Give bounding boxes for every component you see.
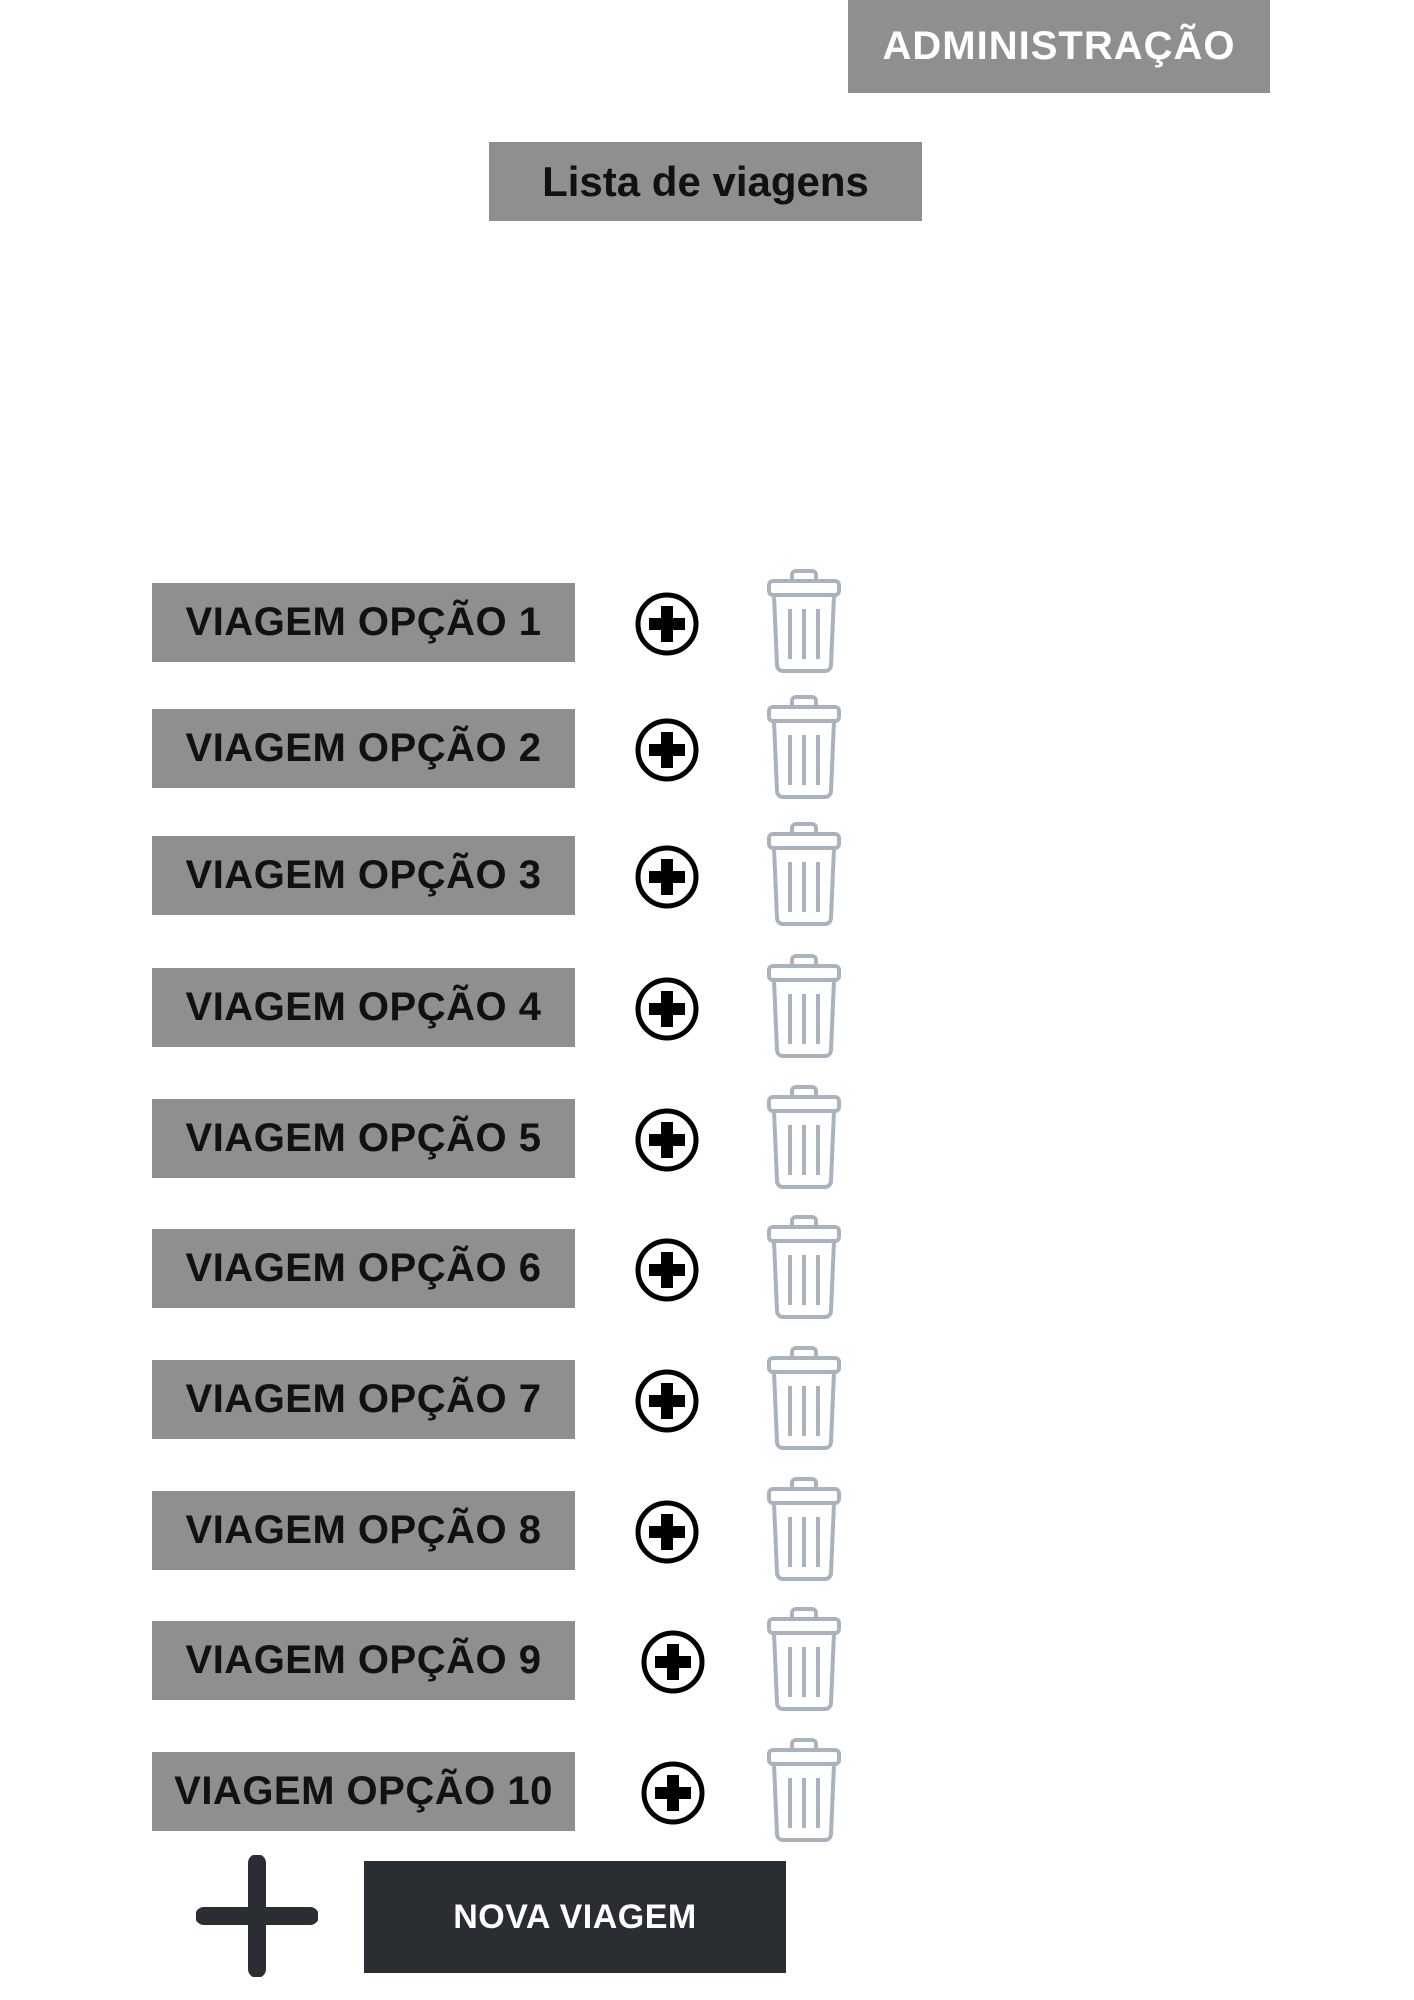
- trip-row: VIAGEM OPÇÃO 7: [152, 1346, 852, 1450]
- plus-circle-icon[interactable]: [634, 1499, 700, 1565]
- plus-circle-icon[interactable]: [634, 976, 700, 1042]
- trip-option-label[interactable]: VIAGEM OPÇÃO 9: [152, 1621, 575, 1700]
- trash-icon[interactable]: [766, 1085, 842, 1189]
- plus-circle-icon[interactable]: [634, 717, 700, 783]
- trip-row: VIAGEM OPÇÃO 10: [152, 1738, 852, 1842]
- plus-circle-icon[interactable]: [634, 591, 700, 657]
- trip-option-label[interactable]: VIAGEM OPÇÃO 7: [152, 1360, 575, 1439]
- trip-row: VIAGEM OPÇÃO 8: [152, 1477, 852, 1581]
- plus-circle-icon[interactable]: [640, 1760, 706, 1826]
- plus-circle-icon[interactable]: [634, 1237, 700, 1303]
- plus-circle-icon[interactable]: [634, 1107, 700, 1173]
- trash-icon[interactable]: [766, 1607, 842, 1711]
- trip-row: VIAGEM OPÇÃO 6: [152, 1215, 852, 1319]
- trip-row: VIAGEM OPÇÃO 3: [152, 822, 852, 926]
- admin-tab[interactable]: ADMINISTRAÇÃO: [848, 0, 1270, 93]
- trip-option-label[interactable]: VIAGEM OPÇÃO 5: [152, 1099, 575, 1178]
- plus-circle-icon[interactable]: [634, 1368, 700, 1434]
- trash-icon[interactable]: [766, 695, 842, 799]
- trash-icon[interactable]: [766, 1738, 842, 1842]
- trip-option-label[interactable]: VIAGEM OPÇÃO 3: [152, 836, 575, 915]
- trash-icon[interactable]: [766, 569, 842, 673]
- trip-row: VIAGEM OPÇÃO 9: [152, 1607, 852, 1711]
- trash-icon[interactable]: [766, 822, 842, 926]
- add-trip-icon[interactable]: [196, 1855, 318, 1977]
- trip-option-label[interactable]: VIAGEM OPÇÃO 2: [152, 709, 575, 788]
- plus-circle-icon[interactable]: [634, 844, 700, 910]
- trip-option-label[interactable]: VIAGEM OPÇÃO 10: [152, 1752, 575, 1831]
- trip-option-label[interactable]: VIAGEM OPÇÃO 8: [152, 1491, 575, 1570]
- page-title: Lista de viagens: [489, 142, 922, 221]
- trip-row: VIAGEM OPÇÃO 1: [152, 569, 852, 673]
- trash-icon[interactable]: [766, 1215, 842, 1319]
- trash-icon[interactable]: [766, 954, 842, 1058]
- trip-row: VIAGEM OPÇÃO 5: [152, 1085, 852, 1189]
- trash-icon[interactable]: [766, 1477, 842, 1581]
- trip-option-label[interactable]: VIAGEM OPÇÃO 6: [152, 1229, 575, 1308]
- trip-option-label[interactable]: VIAGEM OPÇÃO 1: [152, 583, 575, 662]
- trip-row: VIAGEM OPÇÃO 4: [152, 954, 852, 1058]
- trash-icon[interactable]: [766, 1346, 842, 1450]
- new-trip-button[interactable]: NOVA VIAGEM: [364, 1861, 786, 1973]
- trip-row: VIAGEM OPÇÃO 2: [152, 695, 852, 799]
- plus-circle-icon[interactable]: [640, 1629, 706, 1695]
- trip-option-label[interactable]: VIAGEM OPÇÃO 4: [152, 968, 575, 1047]
